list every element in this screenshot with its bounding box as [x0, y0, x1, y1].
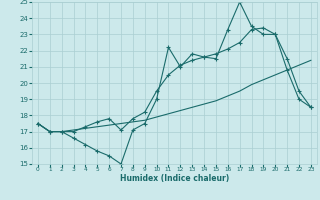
X-axis label: Humidex (Indice chaleur): Humidex (Indice chaleur) — [120, 174, 229, 183]
